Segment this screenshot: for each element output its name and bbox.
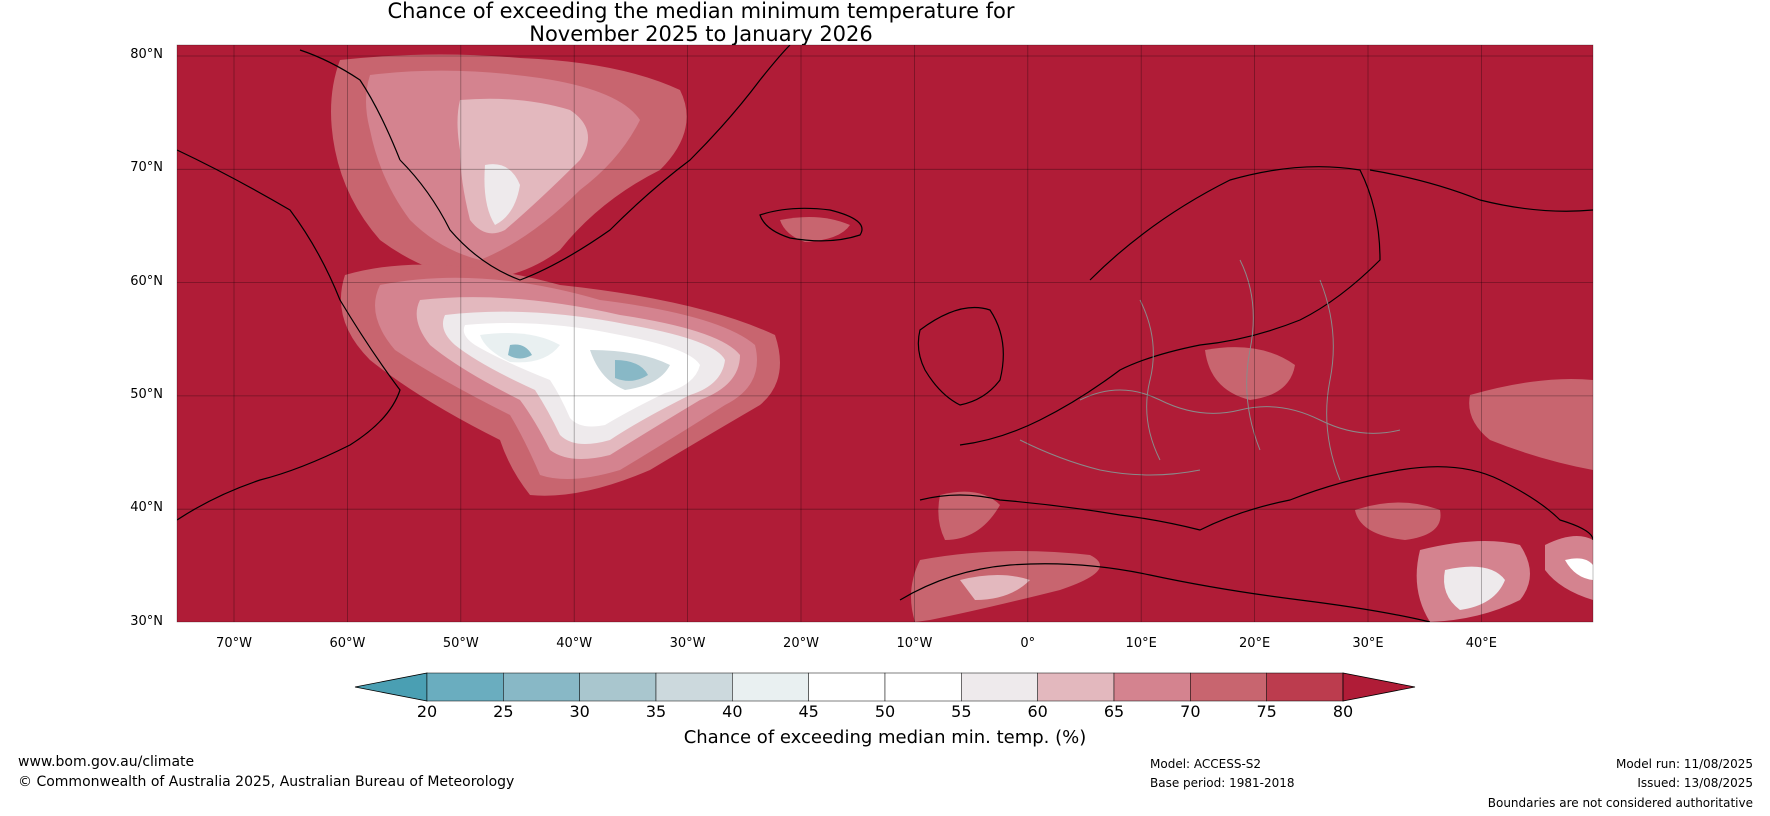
longitude-label: 10°E xyxy=(1125,636,1157,651)
model-run-date: Model run: 11/08/2025 xyxy=(1615,757,1753,771)
colorbar-segment xyxy=(732,672,809,702)
latitude-label: 70°N xyxy=(130,160,163,176)
colorbar-segment xyxy=(579,672,657,702)
coastlines xyxy=(177,45,1593,622)
colorbar-tick-label: 45 xyxy=(798,702,819,721)
colorbar-tick-label: 25 xyxy=(493,702,514,721)
longitude-label: 30°E xyxy=(1352,636,1384,651)
colorbar-segment xyxy=(1266,672,1344,702)
latitude-label: 60°N xyxy=(130,273,163,289)
colorbar-segment xyxy=(808,672,886,702)
longitude-label: 10°W xyxy=(896,636,933,651)
longitude-label: 0° xyxy=(1020,636,1036,651)
colorbar-tick-label: 20 xyxy=(416,702,438,721)
longitude-label: 20°W xyxy=(783,636,819,651)
colorbar xyxy=(354,672,1416,702)
atlantic-anomaly xyxy=(340,264,780,496)
longitude-label: 20°E xyxy=(1238,636,1271,651)
colorbar-tick-label: 65 xyxy=(1103,702,1125,721)
longitude-label: 30°W xyxy=(669,636,706,651)
colorbar-tick-label: 55 xyxy=(951,702,972,721)
graticule xyxy=(177,45,1593,622)
colorbar-segment xyxy=(961,672,1038,702)
colorbar-low-extension xyxy=(354,672,428,702)
colorbar-segment xyxy=(1037,672,1115,702)
colorbar-title: Chance of exceeding median min. temp. (%… xyxy=(683,727,1087,748)
copyright-text: © Commonwealth of Australia 2025, Austra… xyxy=(18,774,515,790)
colorbar-tick-label: 50 xyxy=(874,702,896,721)
colorbar-segment xyxy=(503,672,580,702)
colorbar-segment xyxy=(884,672,962,702)
colorbar-tick-label: 70 xyxy=(1180,702,1201,721)
boundary-disclaimer: Boundaries are not considered authoritat… xyxy=(1487,796,1753,810)
map-frame xyxy=(176,44,1594,623)
colorbar-tick-label: 30 xyxy=(569,702,590,721)
colorbar-tick-label: 35 xyxy=(645,702,667,721)
chart-title: Chance of exceeding the median minimum t… xyxy=(0,0,1402,46)
colorbar-segment xyxy=(655,672,733,702)
latitude-label: 40°N xyxy=(130,500,163,516)
country-borders xyxy=(1019,259,1401,481)
latitude-label: 50°N xyxy=(130,386,163,402)
iceland-anomaly xyxy=(780,216,850,242)
longitude-label: 50°W xyxy=(442,636,479,651)
colorbar-high-extension xyxy=(1342,672,1416,702)
latitude-label: 80°N xyxy=(130,47,163,62)
title-line-1: Chance of exceeding the median minimum t… xyxy=(387,0,1015,23)
colorbar-segment xyxy=(1113,672,1191,702)
colorbar-segment xyxy=(1190,672,1267,702)
greenland-anomaly xyxy=(331,54,687,280)
colorbar-segment xyxy=(426,672,504,702)
longitude-label: 40°E xyxy=(1465,636,1498,651)
latitude-label: 30°N xyxy=(130,613,163,629)
issued-date: Issued: 13/08/2025 xyxy=(1637,776,1753,790)
colorbar-tick-label: 40 xyxy=(722,702,743,721)
colorbar-tick-label: 80 xyxy=(1332,702,1354,721)
site-url: www.bom.gov.au/climate xyxy=(18,754,195,770)
title-line-2: November 2025 to January 2026 xyxy=(529,22,873,46)
base-period: Base period: 1981-2018 xyxy=(1150,776,1295,790)
longitude-label: 40°W xyxy=(556,636,593,651)
model-name: Model: ACCESS-S2 xyxy=(1150,757,1262,771)
europe-anomaly xyxy=(911,347,1593,622)
longitude-label: 60°W xyxy=(329,636,366,651)
colorbar-tick-label: 60 xyxy=(1027,702,1048,721)
colorbar-tick-label: 75 xyxy=(1256,702,1277,721)
longitude-label: 70°W xyxy=(216,636,252,651)
map-area xyxy=(177,45,1593,622)
